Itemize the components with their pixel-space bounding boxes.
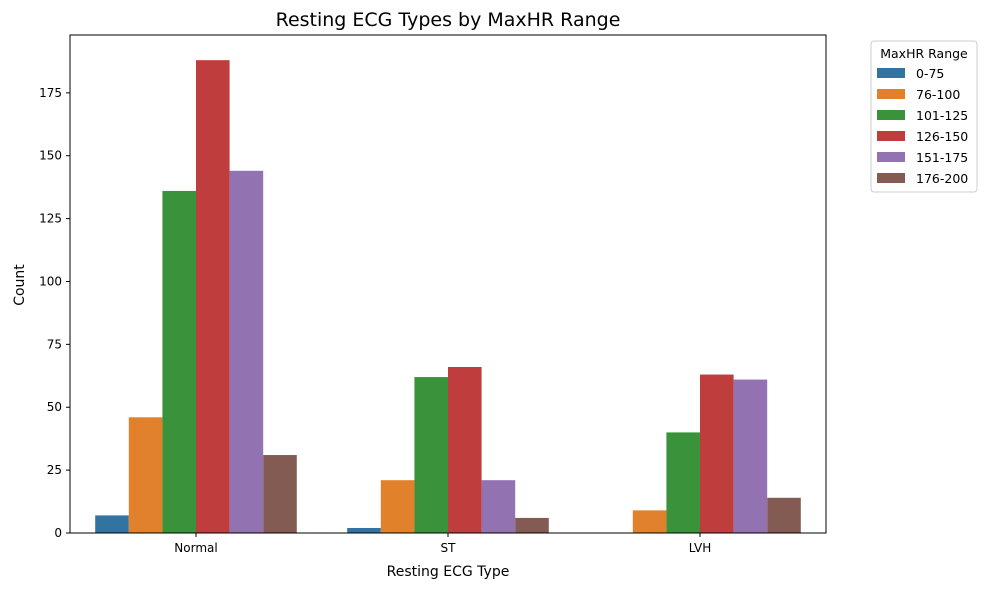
bar-normal-176-200 bbox=[263, 455, 297, 533]
bar-normal-76-100 bbox=[128, 417, 163, 533]
legend-items: 0-75 76-100 101-125 126-150 151-175 176-200 bbox=[877, 66, 968, 186]
bar-st-151-175 bbox=[481, 480, 516, 533]
bar-lvh-176-200 bbox=[767, 497, 801, 533]
bar-st-126-150 bbox=[448, 367, 482, 533]
legend-swatch bbox=[877, 152, 905, 162]
bar-normal-101-125 bbox=[162, 190, 196, 533]
y-tick-label: 125 bbox=[39, 212, 62, 226]
legend-swatch bbox=[877, 173, 905, 183]
bar-normal-0-75 bbox=[95, 515, 129, 533]
x-axis: Normal ST LVH bbox=[174, 533, 711, 555]
legend-label: 126-150 bbox=[916, 129, 968, 144]
bar-lvh-101-125 bbox=[666, 432, 700, 533]
legend-swatch bbox=[877, 110, 905, 120]
bars-layer bbox=[95, 60, 801, 533]
y-axis-title: Count bbox=[12, 264, 28, 306]
bar-st-176-200 bbox=[515, 517, 549, 533]
x-tick-label: ST bbox=[441, 541, 457, 555]
x-axis-title: Resting ECG Type bbox=[387, 564, 510, 580]
legend-swatch bbox=[877, 68, 905, 78]
y-tick-label: 100 bbox=[39, 274, 62, 288]
legend-title: MaxHR Range bbox=[880, 46, 968, 61]
legend-label: 0-75 bbox=[916, 66, 944, 81]
x-tick-label: Normal bbox=[174, 541, 217, 555]
legend-swatch bbox=[877, 131, 905, 141]
bar-st-76-100 bbox=[380, 480, 415, 533]
bar-st-101-125 bbox=[414, 377, 448, 533]
bar-lvh-76-100 bbox=[632, 510, 667, 533]
y-tick-label: 0 bbox=[54, 526, 62, 540]
y-tick-label: 150 bbox=[39, 149, 62, 163]
bar-lvh-151-175 bbox=[733, 379, 768, 533]
y-tick-label: 50 bbox=[47, 400, 62, 414]
legend-swatch bbox=[877, 89, 905, 99]
bar-st-0-75 bbox=[347, 527, 381, 533]
bar-lvh-126-150 bbox=[700, 374, 734, 533]
y-tick-label: 175 bbox=[39, 86, 62, 100]
x-tick-label: LVH bbox=[689, 541, 712, 555]
y-tick-label: 25 bbox=[47, 463, 62, 477]
chart-title: Resting ECG Types by MaxHR Range bbox=[276, 9, 621, 31]
legend: MaxHR Range 0-75 76-100 101-125 126-150 151-… bbox=[870, 40, 978, 193]
legend-label: 76-100 bbox=[916, 87, 960, 102]
y-axis: 0 25 50 75 100 125 150 175 bbox=[39, 86, 70, 540]
legend-label: 176-200 bbox=[916, 171, 968, 186]
legend-label: 151-175 bbox=[916, 150, 968, 165]
y-tick-label: 75 bbox=[47, 337, 62, 351]
bar-normal-126-150 bbox=[196, 60, 230, 533]
bar-normal-151-175 bbox=[229, 170, 264, 533]
legend-label: 101-125 bbox=[916, 108, 968, 123]
